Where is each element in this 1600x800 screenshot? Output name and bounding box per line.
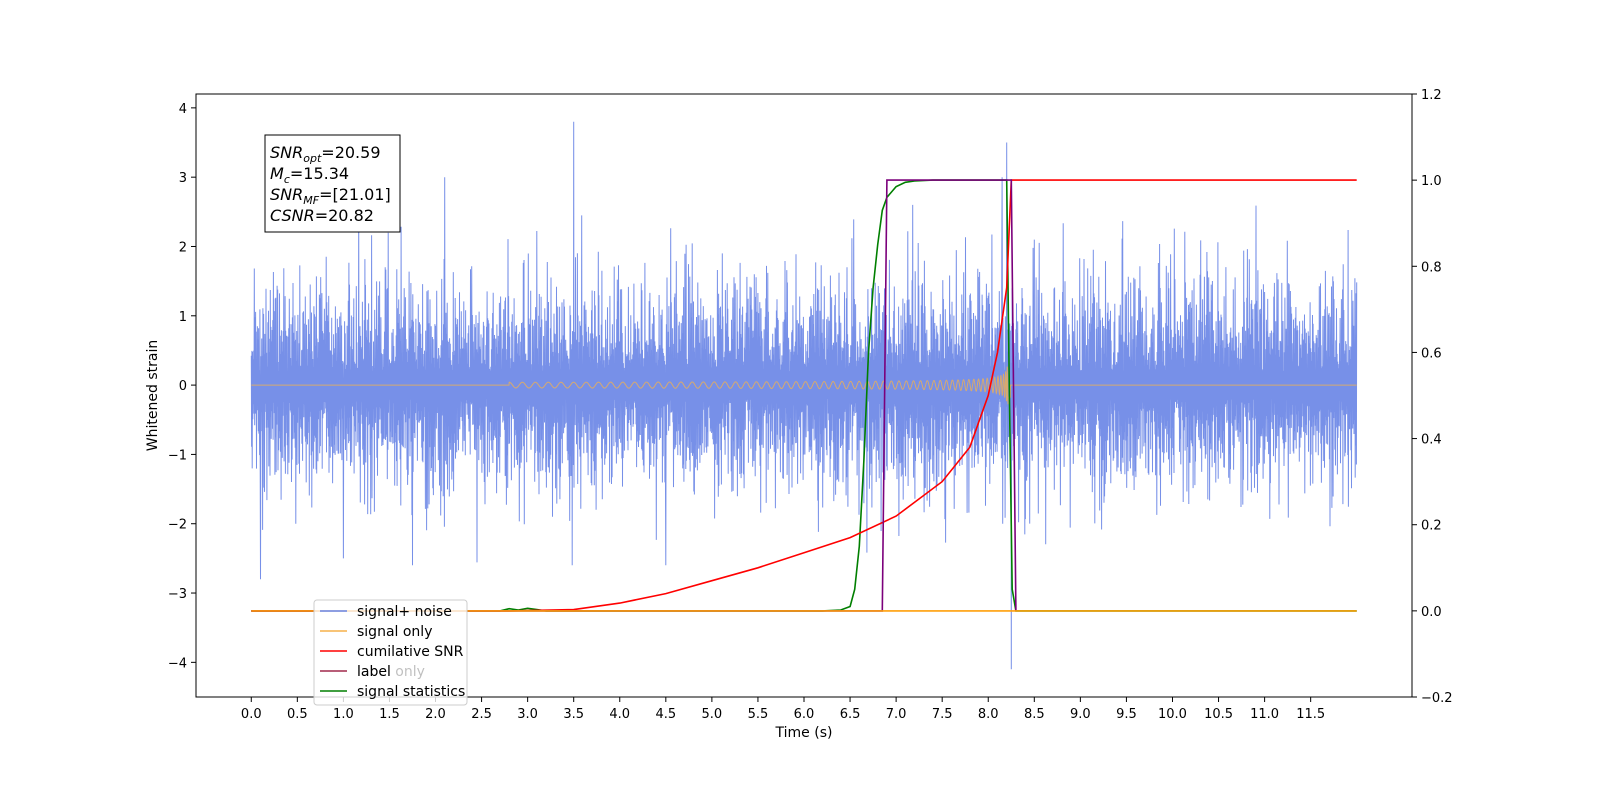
y2-tick-label: −0.2 (1421, 691, 1453, 706)
series-signal-only (251, 366, 1357, 405)
x-tick-label: 6.5 (840, 707, 861, 722)
x-tick-label: 8.5 (1024, 707, 1045, 722)
x-tick-label: 9.0 (1070, 707, 1091, 722)
y-tick-label: 0 (179, 379, 187, 394)
y-axis-label: Whitened strain (145, 340, 161, 451)
y-tick-label: 3 (179, 171, 187, 186)
series-signal-noise (250, 121, 1358, 670)
x-tick-label: 11.0 (1250, 707, 1279, 722)
x-axis-ticks: 0.0 0.5 1.0 1.5 2.0 2.5 3.0 3.5 4.0 4.5 5.0 5.5 6.0 6… (241, 697, 1325, 722)
y-tick-label: −3 (168, 587, 187, 602)
y-tick-label: 2 (179, 240, 187, 255)
x-tick-label: 3.5 (563, 707, 584, 722)
x-tick-label: 9.5 (1116, 707, 1137, 722)
plot-area (250, 121, 1358, 670)
info-line: CSNR=20.82 (270, 206, 374, 225)
x-tick-label: 2.0 (425, 707, 446, 722)
x-tick-label: 0.5 (287, 707, 308, 722)
x-tick-label: 0.0 (241, 707, 262, 722)
legend-entry: signal only (357, 624, 432, 640)
x-tick-label: 3.0 (517, 707, 538, 722)
y-tick-label: −2 (168, 518, 187, 533)
x-tick-label: 7.5 (932, 707, 953, 722)
legend: signal+ noise signal only cumilative SNR la… (313, 599, 468, 706)
y2-tick-label: 0.6 (1421, 346, 1442, 361)
y2-axis-ticks: −0.2 0.0 0.2 0.4 0.6 0.8 1.0 1.2 (1412, 88, 1453, 706)
legend-entry: signal+ noise (357, 604, 452, 620)
x-tick-label: 5.0 (702, 707, 723, 722)
x-tick-label: 11.5 (1296, 707, 1325, 722)
series-layer (250, 121, 1358, 670)
info-line: Mc=15.34 (270, 164, 349, 186)
y-axis-ticks: −4 −3 −2 −1 0 1 2 3 4 (168, 102, 196, 671)
x-tick-label: 10.5 (1204, 707, 1233, 722)
y2-tick-label: 1.0 (1421, 174, 1442, 189)
y-tick-label: −4 (168, 656, 187, 671)
y-tick-label: 1 (179, 310, 187, 325)
x-tick-label: 6.0 (794, 707, 815, 722)
x-tick-label: 4.5 (655, 707, 676, 722)
legend-entry: cumilative SNR (357, 644, 464, 660)
x-tick-label: 7.0 (886, 707, 907, 722)
x-tick-label: 2.5 (471, 707, 492, 722)
info-line: SNRMF=[21.01] (270, 185, 391, 207)
x-tick-label: 1.0 (333, 707, 354, 722)
x-tick-label: 1.5 (379, 707, 400, 722)
legend-entry: label only (357, 664, 425, 680)
y-tick-label: 4 (179, 102, 187, 117)
legend-entry: label (357, 664, 391, 680)
y2-tick-label: 0.0 (1421, 605, 1442, 620)
y2-tick-label: 1.2 (1421, 88, 1442, 103)
legend-frame (313, 599, 468, 706)
x-tick-label: 4.0 (609, 707, 630, 722)
y2-tick-label: 0.8 (1421, 260, 1442, 275)
y-tick-label: −1 (168, 448, 187, 463)
y2-tick-label: 0.4 (1421, 433, 1442, 448)
series-cumulative-snr (251, 179, 1357, 612)
info-box: SNRopt=20.59Mc=15.34SNRMF=[21.01]CSNR=20… (264, 134, 401, 233)
info-box-frame (264, 134, 401, 233)
legend-entry: signal statistics (357, 684, 465, 700)
y2-tick-label: 0.2 (1421, 519, 1442, 534)
info-line: SNRopt=20.59 (270, 143, 381, 165)
x-tick-label: 8.0 (978, 707, 999, 722)
x-tick-label: 5.5 (748, 707, 769, 722)
x-axis-label: Time (s) (775, 725, 833, 741)
x-tick-label: 10.0 (1158, 707, 1187, 722)
